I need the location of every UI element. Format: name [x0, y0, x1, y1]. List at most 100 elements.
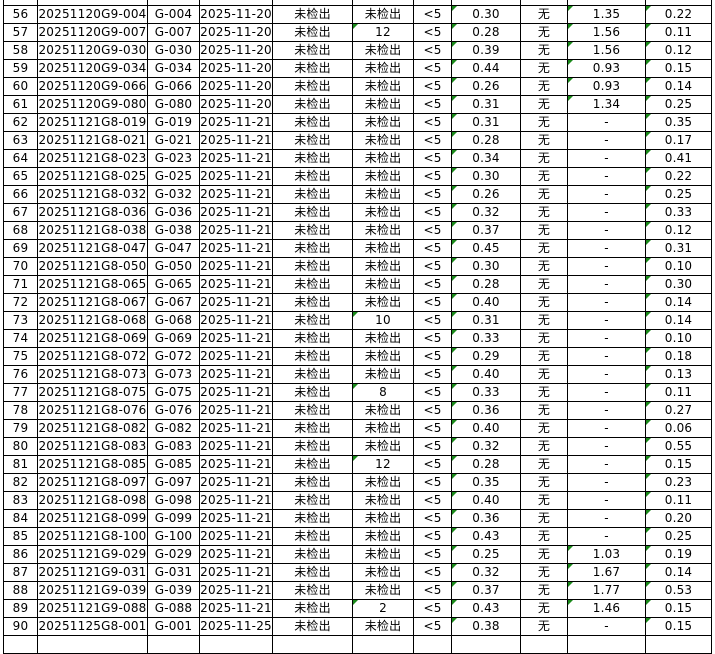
value-b-cell[interactable]: -: [567, 167, 646, 186]
result-a-cell[interactable]: [272, 635, 353, 654]
result-b-cell[interactable]: 未检出: [352, 149, 414, 168]
result-a-cell[interactable]: 未检出: [272, 401, 353, 420]
row-number-cell[interactable]: 74: [3, 329, 38, 348]
result-b-cell[interactable]: 未检出: [352, 131, 414, 150]
sample-code-cell[interactable]: G-073: [147, 365, 200, 384]
result-c-cell[interactable]: <5: [413, 419, 452, 438]
value-c-cell[interactable]: 0.06: [645, 419, 712, 438]
value-b-cell[interactable]: 1.34: [567, 95, 646, 114]
date-cell[interactable]: 2025-11-21: [199, 437, 273, 456]
value-b-cell[interactable]: -: [567, 365, 646, 384]
date-cell[interactable]: 2025-11-21: [199, 257, 273, 276]
result-c-cell[interactable]: <5: [413, 257, 452, 276]
result-b-cell[interactable]: 未检出: [352, 365, 414, 384]
value-c-cell[interactable]: 0.18: [645, 347, 712, 366]
result-a-cell[interactable]: 未检出: [272, 131, 353, 150]
value-a-cell[interactable]: 0.43: [451, 599, 521, 618]
date-cell[interactable]: 2025-11-21: [199, 473, 273, 492]
sample-code-cell[interactable]: G-066: [147, 77, 200, 96]
result-d-cell[interactable]: 无: [520, 455, 568, 474]
result-a-cell[interactable]: 未检出: [272, 437, 353, 456]
result-c-cell[interactable]: <5: [413, 239, 452, 258]
value-c-cell[interactable]: 0.15: [645, 599, 712, 618]
value-c-cell[interactable]: 0.10: [645, 257, 712, 276]
sample-id-cell[interactable]: 20251121G8-025: [37, 167, 148, 186]
date-cell[interactable]: 2025-11-25: [199, 617, 273, 636]
sample-code-cell[interactable]: G-075: [147, 383, 200, 402]
row-number-cell[interactable]: 80: [3, 437, 38, 456]
result-c-cell[interactable]: <5: [413, 167, 452, 186]
value-a-cell[interactable]: 0.31: [451, 95, 521, 114]
row-number-cell[interactable]: 89: [3, 599, 38, 618]
sample-code-cell[interactable]: G-072: [147, 347, 200, 366]
row-number-cell[interactable]: 67: [3, 203, 38, 222]
sample-id-cell[interactable]: 20251125G8-001: [37, 617, 148, 636]
result-a-cell[interactable]: 未检出: [272, 167, 353, 186]
sample-id-cell[interactable]: 20251120G9-034: [37, 59, 148, 78]
value-c-cell[interactable]: 0.31: [645, 239, 712, 258]
value-a-cell[interactable]: 0.25: [451, 545, 521, 564]
result-a-cell[interactable]: 未检出: [272, 617, 353, 636]
value-c-cell[interactable]: 0.25: [645, 185, 712, 204]
value-a-cell[interactable]: 0.40: [451, 365, 521, 384]
value-c-cell[interactable]: 0.19: [645, 545, 712, 564]
date-cell[interactable]: 2025-11-21: [199, 545, 273, 564]
result-d-cell[interactable]: 无: [520, 221, 568, 240]
result-c-cell[interactable]: <5: [413, 365, 452, 384]
result-b-cell[interactable]: 未检出: [352, 41, 414, 60]
result-a-cell[interactable]: 未检出: [272, 239, 353, 258]
sample-id-cell[interactable]: 20251121G8-023: [37, 149, 148, 168]
result-d-cell[interactable]: 无: [520, 563, 568, 582]
result-c-cell[interactable]: <5: [413, 149, 452, 168]
result-b-cell[interactable]: 12: [352, 455, 414, 474]
date-cell[interactable]: 2025-11-21: [199, 455, 273, 474]
result-a-cell[interactable]: 未检出: [272, 563, 353, 582]
result-b-cell[interactable]: 未检出: [352, 419, 414, 438]
value-c-cell[interactable]: 0.10: [645, 329, 712, 348]
date-cell[interactable]: 2025-11-21: [199, 527, 273, 546]
row-number-cell[interactable]: 73: [3, 311, 38, 330]
value-a-cell[interactable]: 0.31: [451, 311, 521, 330]
sample-code-cell[interactable]: G-097: [147, 473, 200, 492]
value-c-cell[interactable]: 0.15: [645, 617, 712, 636]
result-b-cell[interactable]: 未检出: [352, 113, 414, 132]
result-a-cell[interactable]: 未检出: [272, 473, 353, 492]
value-a-cell[interactable]: 0.37: [451, 221, 521, 240]
value-a-cell[interactable]: 0.30: [451, 167, 521, 186]
sample-code-cell[interactable]: G-034: [147, 59, 200, 78]
value-b-cell[interactable]: -: [567, 491, 646, 510]
value-a-cell[interactable]: 0.36: [451, 401, 521, 420]
value-c-cell[interactable]: 0.35: [645, 113, 712, 132]
result-c-cell[interactable]: <5: [413, 275, 452, 294]
sample-id-cell[interactable]: 20251121G8-083: [37, 437, 148, 456]
sample-id-cell[interactable]: 20251121G8-072: [37, 347, 148, 366]
value-b-cell[interactable]: -: [567, 257, 646, 276]
sample-id-cell[interactable]: 20251121G8-075: [37, 383, 148, 402]
sample-code-cell[interactable]: G-088: [147, 599, 200, 618]
row-number-cell[interactable]: 81: [3, 455, 38, 474]
value-a-cell[interactable]: 0.29: [451, 347, 521, 366]
result-c-cell[interactable]: [413, 635, 452, 654]
date-cell[interactable]: 2025-11-21: [199, 491, 273, 510]
result-d-cell[interactable]: 无: [520, 59, 568, 78]
result-d-cell[interactable]: 无: [520, 311, 568, 330]
value-c-cell[interactable]: 0.15: [645, 59, 712, 78]
result-d-cell[interactable]: 无: [520, 527, 568, 546]
row-number-cell[interactable]: 64: [3, 149, 38, 168]
result-a-cell[interactable]: 未检出: [272, 149, 353, 168]
date-cell[interactable]: 2025-11-21: [199, 383, 273, 402]
value-c-cell[interactable]: 0.14: [645, 311, 712, 330]
result-c-cell[interactable]: <5: [413, 311, 452, 330]
sample-code-cell[interactable]: G-001: [147, 617, 200, 636]
date-cell[interactable]: [199, 635, 273, 654]
sample-code-cell[interactable]: G-083: [147, 437, 200, 456]
result-c-cell[interactable]: <5: [413, 563, 452, 582]
sample-id-cell[interactable]: 20251121G8-100: [37, 527, 148, 546]
result-c-cell[interactable]: <5: [413, 581, 452, 600]
sample-id-cell[interactable]: 20251121G8-047: [37, 239, 148, 258]
value-a-cell[interactable]: 0.32: [451, 563, 521, 582]
value-a-cell[interactable]: 0.28: [451, 455, 521, 474]
result-d-cell[interactable]: 无: [520, 167, 568, 186]
value-c-cell[interactable]: 0.33: [645, 203, 712, 222]
value-b-cell[interactable]: [567, 635, 646, 654]
